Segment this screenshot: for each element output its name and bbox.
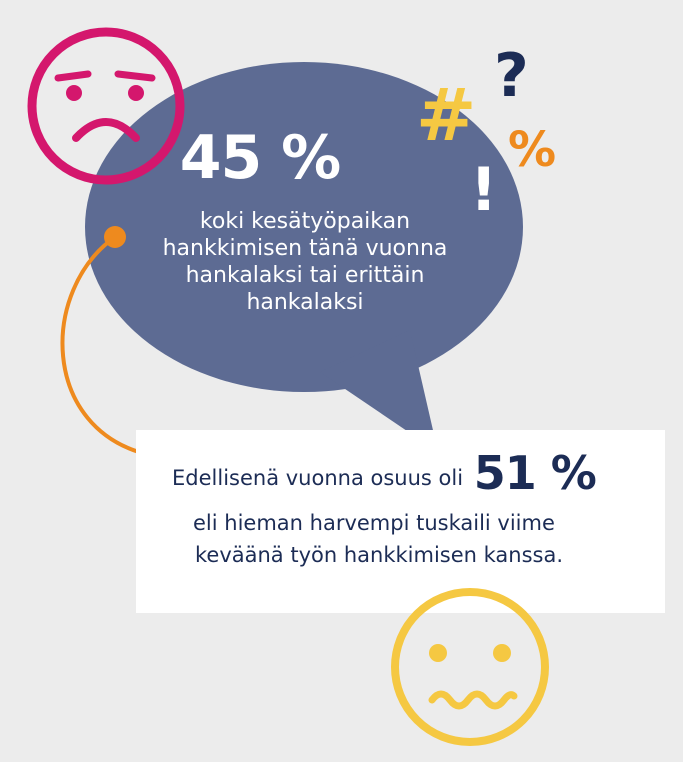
bubble-text: koki kesätyöpaikan hankkimisen tänä vuon…: [120, 208, 490, 316]
percent-symbol: %: [508, 122, 556, 178]
bubble-line: hankalaksi: [246, 290, 364, 315]
card-line-1: Edellisenä vuonna osuus oli 51 %: [172, 450, 597, 498]
info-card: [136, 430, 665, 613]
card-line-3: keväänä työn hankkimisen kanssa.: [195, 543, 564, 567]
card-line-2: eli hieman harvempi tuskaili viime: [193, 511, 555, 535]
comparison-percent: 51 %: [473, 446, 597, 500]
sad-face-icon: [27, 27, 185, 185]
question-mark-symbol: ?: [494, 41, 529, 111]
headline-percent: 45 %: [179, 123, 342, 193]
card-prefix: Edellisenä vuonna osuus oli: [172, 466, 464, 490]
bubble-line: hankalaksi tai erittäin: [185, 263, 425, 288]
bubble-line: koki kesätyöpaikan: [199, 209, 411, 234]
hash-symbol: #: [416, 73, 476, 157]
speech-bubble: [85, 62, 523, 452]
worried-face-icon: [391, 588, 549, 746]
exclamation-symbol: !: [470, 155, 497, 225]
bubble-line: hankkimisen tänä vuonna: [162, 236, 448, 261]
